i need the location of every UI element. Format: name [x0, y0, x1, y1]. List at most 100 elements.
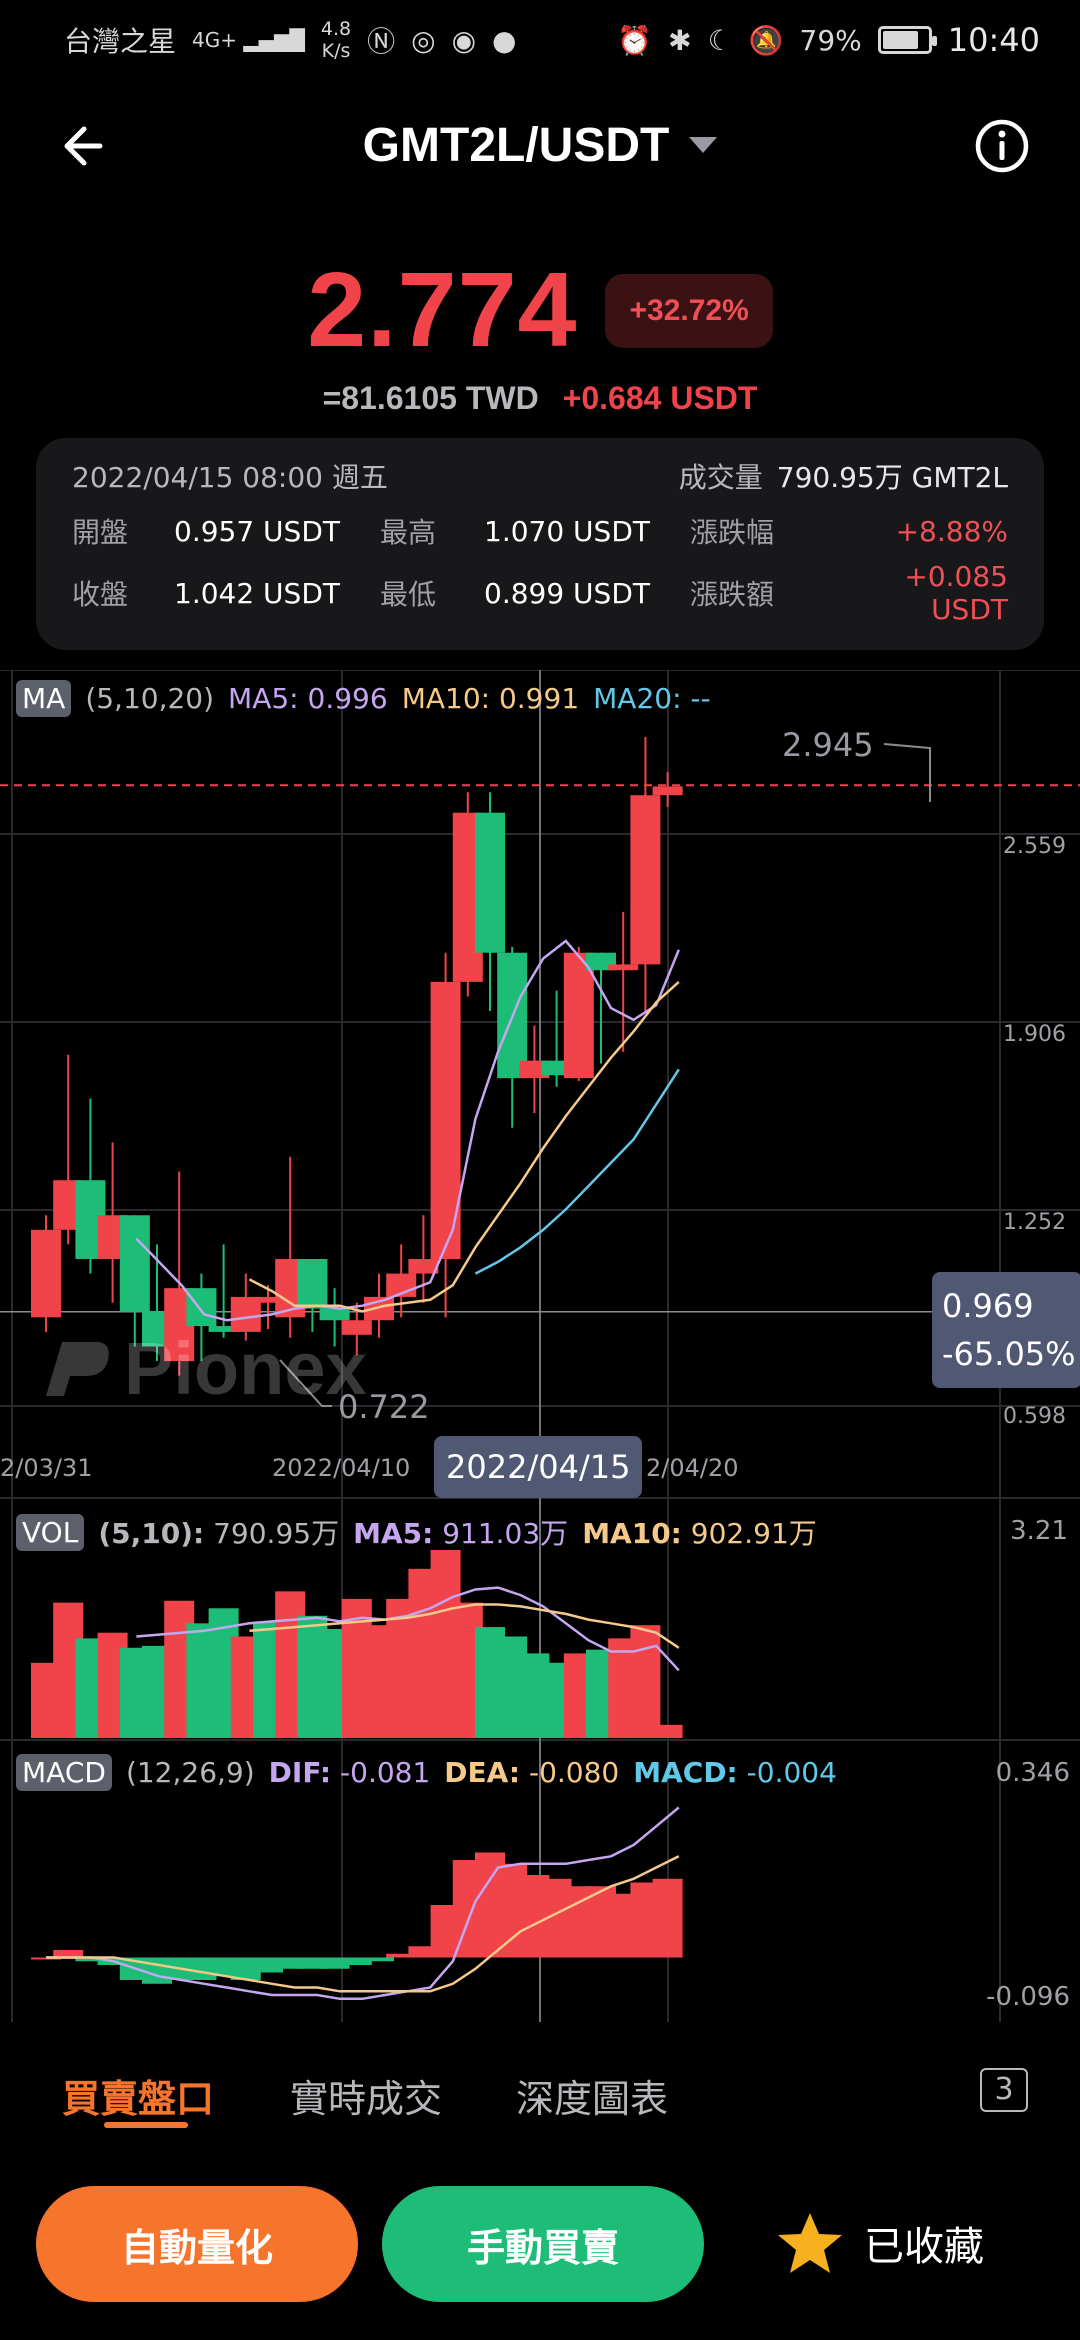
network-speed: 4.8 K/s: [320, 18, 352, 62]
macd-bar: [341, 1957, 372, 1965]
candle-body: [253, 1296, 283, 1303]
macd-indicator-legend[interactable]: MACD (12,26,9) DIF: -0.081 DEA: -0.080 M…: [16, 1754, 837, 1791]
dea-value: DEA: -0.080: [444, 1756, 620, 1789]
bottom-tabs: 買賣盤口 實時成交 深度圖表 3: [0, 2050, 1080, 2150]
stats-date: 2022/04/15 08:00 週五: [72, 461, 388, 494]
date-axis-label: 2/03/31: [0, 1454, 93, 1482]
low-value: 0.899 USDT: [484, 576, 650, 610]
low-label: 最低: [380, 578, 437, 611]
vol-tag[interactable]: VOL: [16, 1513, 85, 1551]
vol-value: (5,10): 790.95万: [98, 1517, 340, 1550]
price-row: 2.774 +32.72%: [0, 250, 1080, 371]
nfc-icon: Ⓝ: [367, 25, 396, 58]
macd-params: (12,26,9): [125, 1756, 255, 1789]
high-value: 1.070 USDT: [484, 514, 650, 548]
close-label: 收盤: [72, 578, 129, 611]
candle-body: [297, 1258, 328, 1309]
open-label: 開盤: [72, 516, 129, 549]
low-marker-label: 0.722: [338, 1388, 430, 1426]
info-circle-icon[interactable]: [972, 116, 1032, 176]
app-notification-icon: ◎: [411, 23, 436, 57]
vol-ma5-value: MA5: 911.03万: [353, 1517, 569, 1550]
date-axis-label: 2/04/20: [646, 1454, 739, 1482]
chrome-icon: ◉: [451, 23, 476, 57]
tab-order-book[interactable]: 買賣盤口: [62, 2077, 215, 2121]
line-icon: ●: [492, 23, 517, 57]
ma-tag[interactable]: MA: [16, 680, 72, 717]
open-value: 0.957 USDT: [174, 514, 340, 548]
stats-volume: 成交量 790.95万 GMT2L: [678, 461, 1008, 494]
sub-price-row: =81.6105 TWD +0.684 USDT: [0, 380, 1080, 417]
candle-body: [408, 1258, 439, 1274]
candle-body: [186, 1288, 217, 1327]
candle-body: [630, 795, 661, 965]
candle-stats-card: 2022/04/15 08:00 週五 成交量 790.95万 GMT2L 開盤 …: [36, 438, 1044, 650]
tab-depth-chart[interactable]: 深度圖表: [516, 2077, 669, 2121]
price-axis-label: 1.906: [1003, 1022, 1066, 1047]
status-bar: 台灣之星 4G+ ▂▄▆█ 4.8 K/s Ⓝ ◎ ◉ ● ⏰ ✱ ☾ 🔕 79…: [0, 0, 1080, 80]
ma-params: (5,10,20): [85, 682, 215, 715]
macd-bar: [364, 1957, 394, 1962]
macd-bar: [297, 1957, 328, 1969]
price-axis-label: 0.598: [1003, 1404, 1066, 1429]
candle-body: [563, 952, 594, 1079]
pair-title: GMT2L/USDT: [362, 118, 670, 172]
high-marker-label: 2.945: [782, 726, 874, 764]
candle-body: [31, 1229, 61, 1318]
macd-bar: [275, 1957, 306, 1969]
high-marker-leader: [883, 743, 931, 802]
kline-chart-svg[interactable]: [0, 670, 1080, 2030]
usdt-change: +0.684 USDT: [562, 380, 758, 416]
change-amt-value: +0.085 USDT: [904, 560, 1008, 626]
crosshair-price-pill: 0.969 -65.05%: [932, 1272, 1080, 1388]
macd-tag[interactable]: MACD: [16, 1754, 112, 1791]
pionex-logo-icon: [46, 1341, 109, 1396]
clock: 10:40: [947, 21, 1040, 59]
macd-bar: [75, 1957, 106, 1962]
dif-line: [46, 1806, 680, 2001]
close-value: 1.042 USDT: [174, 576, 340, 610]
macd-bar: [408, 1946, 439, 1958]
tab-recent-trades[interactable]: 實時成交: [290, 2077, 443, 2121]
auto-trade-button[interactable]: 自動量化: [36, 2186, 358, 2302]
candle-body: [319, 1308, 350, 1321]
star-icon: [778, 2213, 842, 2273]
last-price: 2.774: [307, 251, 578, 369]
date-axis-label: 2022/04/10: [272, 1454, 411, 1482]
candle-body: [341, 1320, 372, 1335]
macd-bar: [386, 1953, 417, 1958]
change-pct-value: +8.88%: [895, 514, 1008, 548]
ma10-line: [248, 980, 680, 1313]
pionex-watermark: Pionex: [40, 1326, 367, 1411]
macd-axis-max: 0.346: [995, 1758, 1070, 1788]
vol-ma10-line: [249, 1603, 680, 1649]
manual-trade-button[interactable]: 手動買賣: [382, 2186, 704, 2302]
volume-bar: [652, 1724, 683, 1738]
ma-indicator-legend[interactable]: MA (5,10,20) MA5: 0.996 MA10: 0.991 MA20…: [16, 680, 711, 717]
change-pct-label: 漲跌幅: [690, 516, 775, 549]
chevron-down-icon: [689, 137, 718, 153]
favorite-label: 已收藏: [864, 2224, 984, 2270]
pair-selector[interactable]: GMT2L/USDT: [363, 118, 718, 173]
mute-icon: 🔕: [748, 23, 784, 57]
vol-axis-max: 3.21: [1010, 1516, 1068, 1546]
kline-chart[interactable]: Pionex MA (5,10,20) MA5: 0.996 MA10: 0.9…: [0, 670, 1080, 2030]
dif-value: DIF: -0.081: [268, 1756, 431, 1789]
candle-body: [119, 1215, 150, 1312]
favorite-button[interactable]: 已收藏: [776, 2210, 984, 2276]
tab-count-badge[interactable]: 3: [980, 2068, 1028, 2112]
arrow-left-icon[interactable]: [56, 116, 116, 176]
signal-icon: 4G+ ▂▄▆█: [192, 28, 305, 52]
vol-ma10-value: MA10: 902.91万: [582, 1517, 817, 1550]
macd-bar: [319, 1957, 350, 1969]
price-axis-label: 1.252: [1003, 1210, 1066, 1235]
vol-indicator-legend[interactable]: VOL (5,10): 790.95万 MA5: 911.03万 MA10: 9…: [16, 1512, 817, 1552]
low-marker-leader: [279, 1359, 332, 1407]
ma10-value: MA10: 0.991: [401, 682, 580, 715]
dea-line: [46, 1855, 680, 1993]
macd-bar: [652, 1878, 683, 1958]
macd-value: MACD: -0.004: [633, 1756, 837, 1789]
twd-price: =81.6105 TWD: [322, 380, 539, 416]
active-tab-indicator: [104, 2122, 188, 2128]
ma5-line: [135, 939, 680, 1322]
